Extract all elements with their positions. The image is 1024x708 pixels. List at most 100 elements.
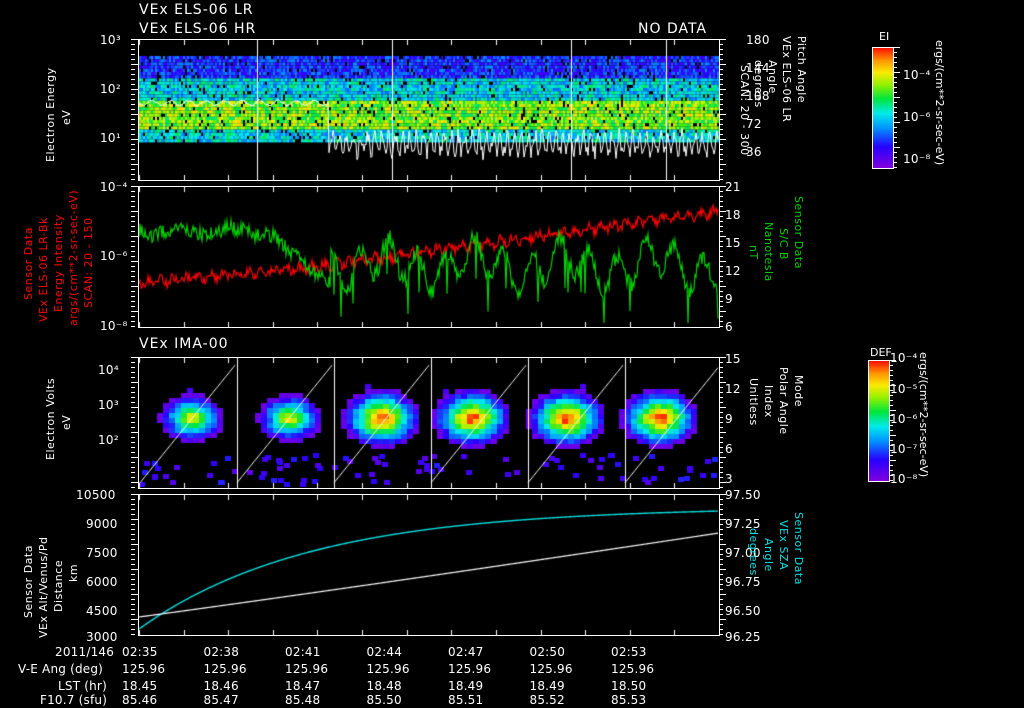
xaxis-time-3: 02:44	[366, 645, 403, 659]
colorbar-def[interactable]	[868, 360, 890, 482]
axis-minor-tick	[131, 457, 138, 458]
axis-minor-tick	[131, 539, 135, 540]
axis-minor-tick	[893, 167, 897, 168]
axis-minor-tick	[131, 377, 135, 378]
panel2-llabel-2: Energy Intensity	[52, 214, 65, 312]
panel1-rlabel-2: Angle	[766, 60, 779, 94]
axis-minor-tick	[131, 144, 135, 145]
panel1-rtick-1: 144	[746, 61, 770, 75]
panel3-rtick-2: 9	[725, 412, 733, 426]
panel-ima-spectrogram[interactable]	[138, 357, 720, 489]
axis-minor-tick	[719, 246, 723, 247]
axis-minor-tick	[131, 402, 135, 403]
axis-minor-tick	[719, 524, 723, 525]
axis-minor-tick	[719, 306, 723, 307]
axis-minor-tick	[131, 447, 135, 448]
xaxis-f107-2: 85.48	[285, 693, 321, 707]
axis-minor-tick	[719, 477, 723, 478]
panel-altitude-sza[interactable]	[138, 494, 720, 636]
axis-minor-tick	[719, 504, 723, 505]
axis-minor-tick	[131, 129, 135, 130]
axis-minor-tick	[131, 114, 138, 115]
axis-minor-tick	[131, 382, 138, 383]
axis-minor-tick	[131, 487, 135, 488]
axis-minor-tick	[719, 619, 726, 620]
axis-minor-tick	[131, 281, 135, 282]
panel3-title: VEx IMA-00	[139, 336, 229, 352]
axis-minor-tick	[889, 475, 893, 476]
axis-minor-tick	[131, 554, 135, 555]
axis-minor-tick	[131, 169, 135, 170]
axis-minor-tick	[131, 64, 138, 65]
axis-minor-tick	[719, 69, 723, 70]
axis-minor-tick	[719, 221, 723, 222]
axis-minor-tick	[889, 450, 893, 451]
axis-minor-tick	[719, 119, 723, 120]
axis-minor-tick	[893, 122, 900, 123]
axis-minor-tick	[719, 604, 723, 605]
axis-minor-tick	[719, 362, 723, 363]
panel4-rtick-5: 96.25	[725, 630, 761, 644]
axis-minor-tick	[719, 422, 723, 423]
panel-energy-intensity-bfield[interactable]	[138, 186, 720, 328]
axis-minor-tick	[131, 589, 135, 590]
axis-minor-tick	[889, 390, 893, 391]
colorbar-ei-tick-1: 10⁻⁶	[903, 110, 931, 124]
panel3-rlabel-2: Index	[762, 385, 775, 418]
panel1-rtick-3: 72	[746, 117, 762, 131]
axis-minor-tick	[131, 109, 135, 110]
axis-minor-tick	[131, 427, 135, 428]
xaxis-lst-0: 18.45	[122, 679, 158, 693]
panel1-ytick-2: 10¹	[100, 131, 121, 145]
axis-minor-tick	[889, 465, 893, 466]
panel4-ytick-0: 10500	[76, 488, 116, 502]
panel1-ylabel-main: Electron Energy	[44, 67, 57, 162]
panel2-rlabel-2: Nanotesla	[762, 222, 775, 282]
axis-minor-tick	[893, 152, 897, 153]
axis-minor-tick	[131, 397, 135, 398]
axis-minor-tick	[719, 382, 726, 383]
axis-minor-tick	[889, 440, 893, 441]
colorbar-ei[interactable]	[872, 47, 894, 169]
panel3-ylabel-main: Electron Volts	[44, 377, 57, 460]
axis-minor-tick	[719, 109, 723, 110]
axis-minor-tick	[893, 82, 897, 83]
panel4-ytick-2: 7500	[86, 546, 118, 560]
panel2-ytick-0: 10⁻⁴	[100, 180, 128, 194]
axis-minor-tick	[131, 442, 135, 443]
colorbar-def-tick-2: 10⁻⁶	[890, 412, 918, 426]
axis-minor-tick	[131, 44, 135, 45]
axis-minor-tick	[719, 599, 723, 600]
axis-minor-tick	[719, 357, 726, 358]
axis-minor-tick	[889, 400, 893, 401]
axis-minor-tick	[131, 534, 135, 535]
axis-minor-tick	[131, 482, 138, 483]
axis-minor-tick	[131, 614, 135, 615]
axis-minor-tick	[719, 231, 723, 232]
axis-minor-tick	[719, 291, 723, 292]
axis-minor-tick	[719, 559, 723, 560]
axis-minor-tick	[131, 134, 135, 135]
axis-minor-tick	[719, 186, 726, 187]
axis-minor-tick	[719, 467, 723, 468]
axis-minor-tick	[131, 634, 135, 635]
axis-minor-tick	[719, 402, 723, 403]
axis-minor-tick	[719, 301, 723, 302]
axis-minor-tick	[131, 154, 135, 155]
xaxis-time-4: 02:47	[448, 645, 484, 659]
xaxis-ve_ang-1: 125.96	[203, 662, 247, 676]
xaxis-lst-6: 18.50	[611, 679, 647, 693]
axis-minor-tick	[719, 129, 723, 130]
axis-minor-tick	[131, 174, 135, 175]
panel2-rtick-5: 6	[725, 320, 733, 334]
axis-minor-tick	[131, 362, 135, 363]
axis-minor-tick	[131, 599, 135, 600]
axis-minor-tick	[719, 372, 723, 373]
xaxis-f107-0: 85.46	[122, 693, 158, 707]
axis-minor-tick	[719, 569, 726, 570]
axis-minor-tick	[889, 445, 893, 446]
panel1-rlabel-4: SCAN: 20 - 300	[738, 65, 751, 156]
axis-minor-tick	[719, 124, 723, 125]
axis-minor-tick	[893, 87, 897, 88]
panel-electron-energy-spectrogram[interactable]	[138, 39, 720, 181]
